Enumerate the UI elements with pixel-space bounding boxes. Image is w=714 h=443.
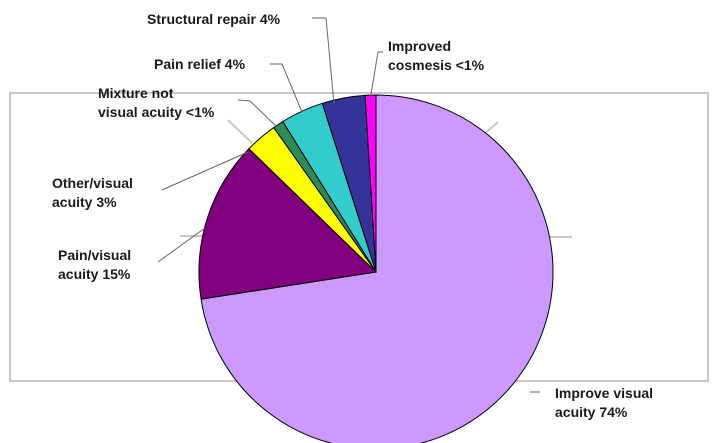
slice-label-line: acuity 3% <box>52 194 117 210</box>
pie-slices <box>198 94 554 443</box>
slice-label-line: Improved <box>388 38 451 54</box>
slice-label-improved-cosmesis: Improved cosmesis <1% <box>388 38 485 73</box>
slice-label-pain-visual-acuity: Pain/visual acuity 15% <box>58 247 131 282</box>
slice-label-line: cosmesis <1% <box>388 57 485 73</box>
frame-left-diagonal <box>227 119 253 144</box>
slice-label-other-visual-acuity: Other/visual acuity 3% <box>52 175 133 210</box>
slice-label-line: Other/visual <box>52 175 133 191</box>
leader-line-structural-repair <box>312 17 335 105</box>
slice-label-improve-visual-acuity: Improve visual acuity 74% <box>555 385 653 420</box>
leader-lines <box>157 17 540 393</box>
slice-label-line: acuity 74% <box>555 404 628 420</box>
leader-line-pain-relief <box>270 63 303 113</box>
slice-label-line: visual acuity <1% <box>98 104 215 120</box>
slice-label-mixture-not-visual-acuity: Mixture not visual acuity <1% <box>98 85 215 120</box>
slice-label-structural-repair: Structural repair 4% <box>147 11 281 27</box>
slice-label-line: Improve visual <box>555 385 653 401</box>
slice-label-pain-relief: Pain relief 4% <box>154 56 246 72</box>
leader-line-improved-cosmesis <box>369 51 383 101</box>
slice-label-line: acuity 15% <box>58 266 131 282</box>
slice-label-line: Structural repair 4% <box>147 11 281 27</box>
pie-slice-pain-visual-acuity <box>198 148 378 300</box>
slice-label-line: Mixture not <box>98 85 174 101</box>
leader-line-mixture-not-visual-acuity <box>237 99 281 131</box>
slice-labels: Improve visual acuity 74% Pain/visual acuit… <box>52 11 653 420</box>
leader-line-other-visual-acuity <box>161 151 249 191</box>
leader-line-pain-visual-acuity <box>157 227 206 263</box>
slice-label-line: Pain/visual <box>58 247 131 263</box>
pie-slice-improve-visual-acuity <box>200 94 554 443</box>
slice-label-line: Pain relief 4% <box>154 56 246 72</box>
